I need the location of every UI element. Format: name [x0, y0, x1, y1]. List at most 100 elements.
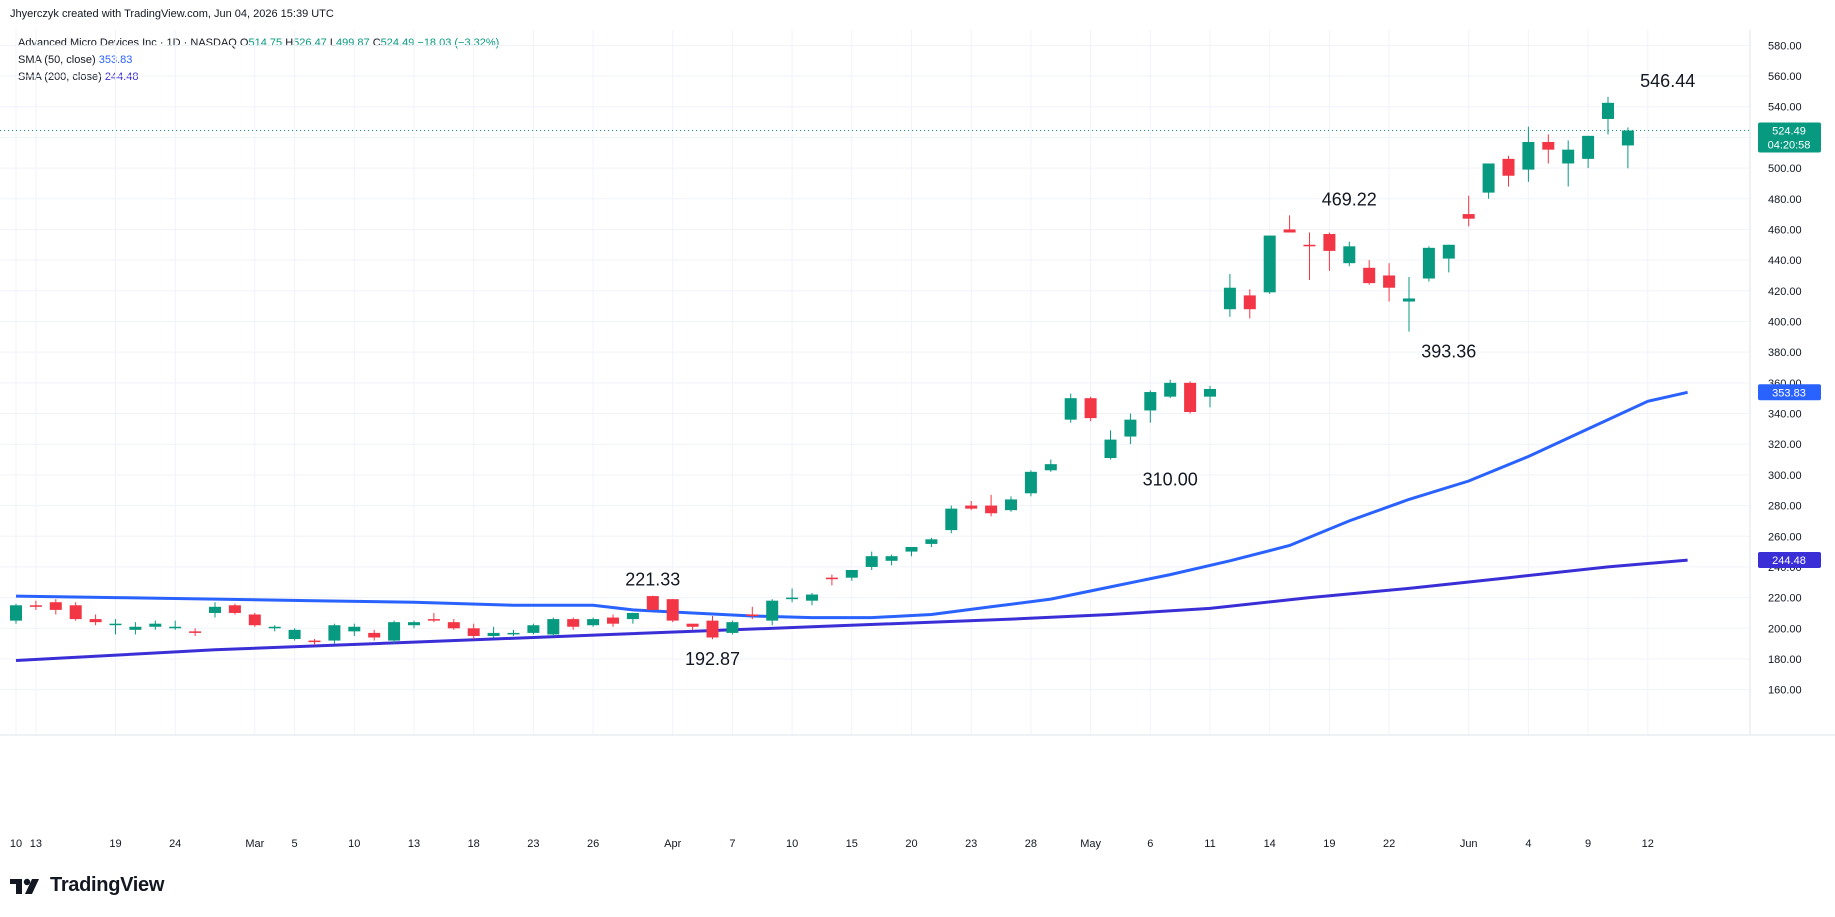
candle-body [1263, 235, 1276, 293]
sma200-line [15, 558, 1688, 662]
y-tick-label: 460.00 [1768, 224, 1802, 236]
x-tick-label: May [1080, 838, 1101, 850]
y-tick-label: 400.00 [1768, 316, 1802, 328]
candle-body [1084, 398, 1097, 419]
candle-body [427, 619, 440, 621]
candle-body [1303, 244, 1316, 247]
sma50-line [15, 390, 1688, 620]
y-tick-label: 280.00 [1768, 501, 1802, 513]
candle-body [1124, 419, 1137, 437]
y-tick-label: 380.00 [1768, 347, 1802, 359]
candle-body [925, 539, 938, 544]
x-tick-label: 23 [527, 838, 539, 850]
candle-body [786, 597, 799, 600]
price-annotation: 546.44 [1640, 71, 1695, 91]
candle-body [388, 622, 401, 641]
candle-body [69, 605, 82, 620]
candle-body [308, 640, 321, 643]
legend-sma200-row[interactable]: SMA (200, close) 244.48 [18, 69, 499, 86]
x-tick-label: 9 [1585, 838, 1591, 850]
candle-body [467, 628, 480, 636]
candle-body [49, 602, 62, 610]
y-tick-label: 440.00 [1768, 255, 1802, 267]
x-tick-label: Apr [664, 838, 681, 850]
candle-body [1383, 275, 1396, 288]
x-tick-label: 20 [905, 838, 917, 850]
candle-body [1422, 247, 1435, 279]
legend-sma200-value: 244.48 [104, 71, 139, 83]
x-tick-label: Jun [1460, 838, 1478, 850]
y-tick-label: 260.00 [1768, 531, 1802, 543]
candle-body [1542, 141, 1555, 150]
candle-body [408, 622, 420, 626]
candle-body [905, 546, 918, 552]
candle-body [1482, 163, 1495, 193]
candle-body [1562, 149, 1575, 164]
candle-body [945, 508, 958, 531]
candle-body [328, 625, 341, 641]
candle-body [1442, 244, 1455, 259]
candle-body [1144, 392, 1157, 411]
candle-body [885, 556, 898, 561]
current-price-tag-label: 04:20:58 [1768, 139, 1811, 151]
brand-name: TradingView [50, 874, 165, 896]
x-axis[interactable]: 10 13 19 24 Mar 5 10 13 18 23 26 Apr 7 10 15 20 23 28 May 6… [0, 734, 1835, 850]
candle-body [1502, 158, 1515, 176]
candle-body [845, 570, 858, 578]
chart-legend: Advanced Micro Devices Inc · 1D · NASDAQ… [18, 35, 499, 86]
legend-close-value: 524.49 [380, 37, 415, 49]
candle-body [1104, 439, 1117, 459]
candle-body [228, 605, 241, 613]
chart-credit: Jhyerczyk created with TradingView.com, … [10, 8, 334, 20]
y-tick-label: 180.00 [1768, 654, 1802, 666]
y-tick-label: 480.00 [1768, 194, 1802, 206]
legend-high-value: 526.47 [293, 37, 327, 49]
x-tick-label: 19 [109, 838, 121, 850]
candle-body [646, 596, 659, 610]
y-tick-label: 340.00 [1768, 409, 1802, 421]
price-annotation: 393.36 [1421, 342, 1476, 362]
price-annotation: 469.22 [1322, 189, 1377, 209]
x-tick-label: 7 [729, 838, 735, 850]
x-tick-label: 10 [10, 838, 22, 850]
candle-body [985, 505, 998, 514]
candle-body [507, 632, 520, 635]
candle-body [487, 632, 500, 636]
x-tick-label: Mar [245, 838, 264, 850]
candle-body [1005, 499, 1017, 511]
x-tick-label: 10 [348, 838, 360, 850]
candle-body [1243, 295, 1256, 310]
candle-body [1363, 267, 1376, 284]
candle-body [109, 623, 122, 626]
x-tick-label: 28 [1025, 838, 1037, 850]
candle-body [1164, 382, 1177, 397]
candle-body [169, 626, 182, 629]
candle-body [149, 623, 162, 627]
x-tick-label: 26 [587, 838, 599, 850]
legend-sma50-label: SMA (50, close) [18, 54, 96, 66]
candle-body [29, 605, 42, 607]
y-tick-label: 300.00 [1768, 470, 1802, 482]
y-tick-label: 540.00 [1768, 102, 1802, 114]
candle-body [567, 619, 580, 627]
candle-body [587, 619, 600, 626]
candle-body [1602, 102, 1614, 119]
x-tick-label: 13 [30, 838, 42, 850]
candle-body [547, 619, 560, 635]
legend-low-label: L [329, 37, 336, 49]
tradingview-brand[interactable]: TradingView [10, 874, 164, 897]
candle-body [1204, 388, 1216, 397]
current-price-tag-bg [1758, 122, 1821, 153]
candle-body [447, 622, 460, 629]
candle-body [1522, 141, 1535, 170]
y-tick-label: 500.00 [1768, 163, 1802, 175]
y-axis[interactable]: 160.00180.00200.00220.00240.00260.00280.… [1749, 30, 1821, 735]
current-price-tag-label: 524.49 [1772, 125, 1806, 137]
legend-low-value: 499.87 [336, 37, 370, 49]
x-tick-label: 4 [1525, 838, 1531, 850]
x-tick-label: 6 [1147, 838, 1153, 850]
legend-close-label: C [372, 37, 381, 49]
candle-body [1044, 464, 1057, 471]
sma50-tag-bg [1758, 384, 1821, 401]
